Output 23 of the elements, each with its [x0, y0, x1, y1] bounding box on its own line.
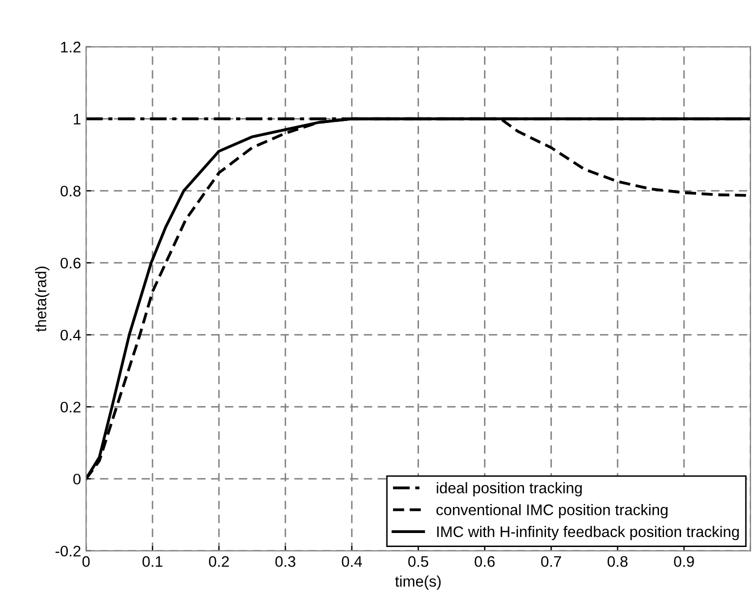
x-axis-title: time(s): [395, 576, 441, 590]
x-tick-label: 0.6: [474, 556, 495, 567]
y-tick-label: 0.2: [60, 402, 80, 413]
y-tick-label: -0.2: [56, 546, 80, 557]
x-tick-label: 0.3: [275, 556, 296, 567]
y-tick-label: 0.8: [60, 186, 81, 197]
y-tick-label: 0: [73, 474, 81, 485]
x-tick-label: 0.2: [208, 556, 229, 567]
legend-label: conventional IMC position tracking: [436, 504, 668, 518]
x-tick-label: 0.4: [342, 556, 362, 567]
y-tick-label: 0.4: [60, 330, 81, 341]
x-tick-label: 0: [82, 556, 90, 567]
legend-label: ideal position tracking: [436, 482, 582, 496]
x-tick-label: 0.5: [408, 556, 428, 567]
x-tick-label: 0.7: [541, 556, 562, 567]
y-tick-label: 0.6: [60, 258, 81, 269]
x-tick-label: 0.1: [142, 556, 162, 567]
y-tick-label: 1.2: [61, 42, 80, 52]
y-tick-label: 1: [74, 114, 80, 124]
legend-label: IMC with H-infinity feedback position tracking: [437, 526, 739, 540]
y-axis-title: theta(rad): [35, 266, 50, 332]
x-tick-label: 0.8: [608, 556, 628, 567]
x-tick-label: 0.9: [674, 556, 694, 567]
